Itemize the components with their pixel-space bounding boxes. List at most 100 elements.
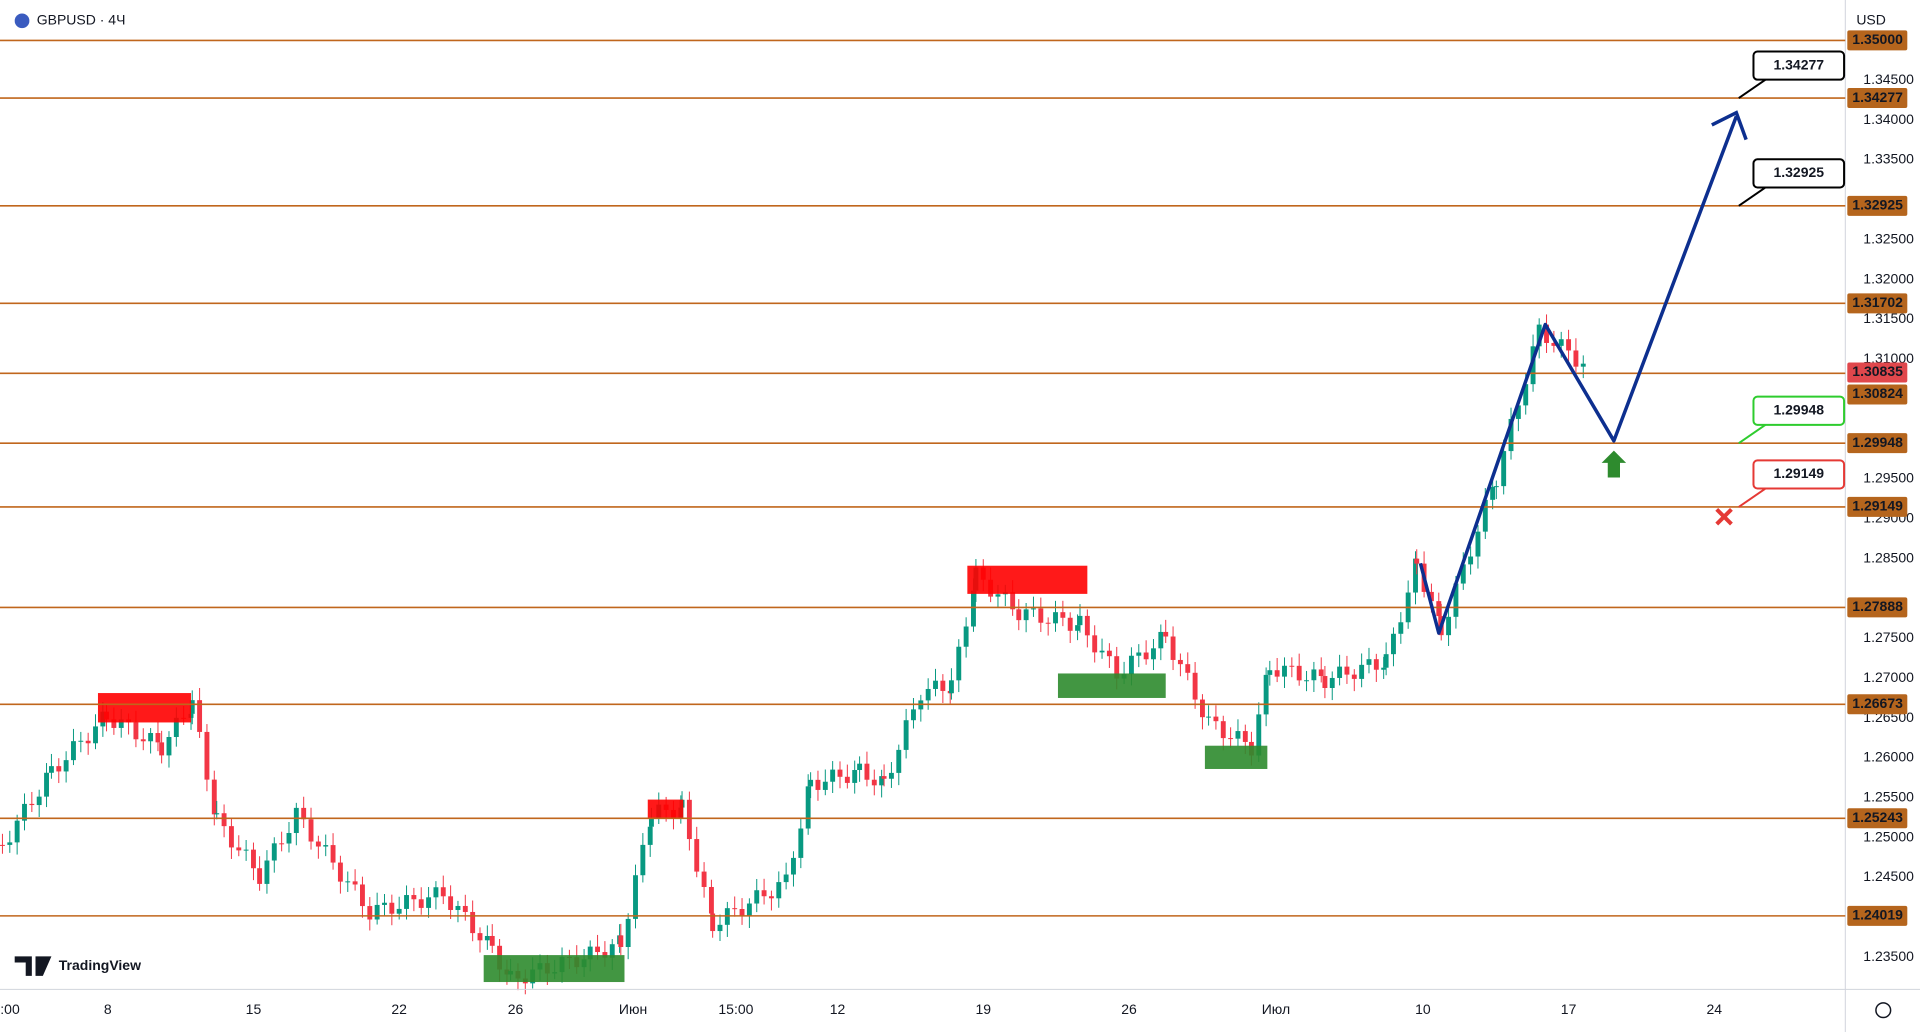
candle-body	[1436, 601, 1442, 617]
zone-box	[647, 799, 684, 818]
candle-body	[440, 887, 446, 897]
candle-body	[963, 626, 969, 647]
candle-body	[155, 733, 161, 743]
candle-body	[1351, 674, 1357, 679]
candle-body	[411, 895, 417, 900]
candle-body	[640, 844, 646, 876]
candle-body	[1220, 721, 1226, 739]
candle-body	[888, 772, 894, 779]
candle-body	[1045, 622, 1051, 624]
callout-pointer	[1738, 186, 1767, 207]
level-price-label: 1.29948	[1852, 434, 1903, 450]
candle-body	[1289, 665, 1295, 667]
price-tick-label: 1.29500	[1863, 470, 1914, 486]
candle-body	[1099, 650, 1105, 653]
candle-body	[204, 731, 210, 780]
candle-body	[470, 911, 476, 934]
candle-body	[1558, 339, 1564, 346]
time-tick-label: 26	[508, 1001, 524, 1017]
candle-body	[1515, 405, 1521, 419]
price-tick-label: 1.23500	[1863, 948, 1914, 964]
price-tick-label: 1.33500	[1863, 151, 1914, 167]
candle-body	[367, 906, 373, 920]
candle-body	[330, 845, 336, 863]
candle-body	[881, 776, 887, 779]
candle-body	[93, 726, 98, 744]
candle-body	[1414, 558, 1420, 564]
candle-body	[1151, 648, 1156, 660]
candle-body	[1523, 384, 1529, 406]
level-price-tag	[1847, 384, 1908, 405]
candle-body	[462, 905, 468, 912]
candle-body	[1318, 669, 1324, 677]
candle-body	[1067, 617, 1073, 631]
candle-body	[1544, 324, 1549, 343]
time-tick-label: 15	[246, 1001, 262, 1017]
candle-body	[1413, 558, 1418, 593]
candle-body	[1158, 631, 1164, 649]
candle-body	[228, 826, 234, 848]
candle-body	[1468, 556, 1474, 565]
zone-box	[1057, 673, 1166, 698]
time-tick-label: 17	[1561, 1001, 1577, 1017]
candle-body	[1311, 669, 1317, 681]
candle-body	[815, 779, 821, 790]
candle-body	[1053, 612, 1058, 624]
candle-body	[618, 935, 624, 947]
candle-body	[1391, 633, 1396, 655]
price-tick-label: 1.28500	[1863, 549, 1914, 565]
price-tick-label: 1.31000	[1863, 350, 1914, 366]
candle-body	[404, 895, 409, 909]
candle-body	[173, 717, 179, 738]
candle-body	[448, 896, 454, 910]
level-price-tag	[1847, 293, 1908, 314]
candle-body	[301, 807, 307, 820]
projection-path	[1418, 115, 1738, 635]
candle-body	[857, 763, 863, 771]
candle-body	[1143, 652, 1149, 660]
candle-body	[243, 849, 249, 851]
level-price-label: 1.25243	[1852, 809, 1903, 825]
candle-body	[1092, 635, 1098, 653]
candle-body	[1428, 591, 1434, 602]
callout-pointer	[1738, 78, 1767, 99]
level-price-tag	[1847, 30, 1908, 51]
level-price-label: 1.27888	[1852, 598, 1903, 614]
candle-body	[1177, 659, 1183, 665]
level-price-label: 1.32925	[1852, 197, 1903, 213]
candle-body	[1460, 564, 1466, 584]
candle-body	[56, 766, 62, 772]
candle-body	[1106, 650, 1112, 657]
candle-body	[1031, 608, 1036, 610]
candle-body	[1573, 350, 1579, 367]
candle-body	[1359, 664, 1365, 679]
candle-body	[1381, 667, 1387, 670]
candle-body	[214, 813, 220, 815]
callout-label: 1.34277	[1773, 56, 1824, 72]
candle-body	[396, 908, 402, 914]
price-tick-label: 1.26000	[1863, 749, 1914, 765]
current-price-tag	[1847, 362, 1908, 383]
candle-body	[71, 741, 76, 761]
candle-body	[197, 700, 203, 732]
candle-body	[1185, 664, 1191, 673]
candle-body	[418, 899, 424, 908]
candle-body	[1084, 615, 1090, 636]
level-price-tag	[1847, 808, 1908, 829]
candle-body	[345, 881, 351, 883]
time-tick-label: 8	[104, 1001, 112, 1017]
zone-box	[97, 693, 192, 723]
currency-selector[interactable]: USD	[1856, 12, 1886, 28]
candle-body	[118, 719, 124, 728]
candle-body	[1501, 451, 1507, 487]
candle-body	[837, 769, 843, 777]
settings-button[interactable]	[1875, 1002, 1892, 1019]
candle-body	[48, 766, 54, 773]
candle-body	[708, 886, 714, 914]
candle-body	[433, 887, 439, 898]
candle-body	[746, 903, 752, 916]
candle-body	[279, 843, 285, 845]
candle-body	[1128, 655, 1134, 675]
candle-body	[78, 740, 84, 742]
